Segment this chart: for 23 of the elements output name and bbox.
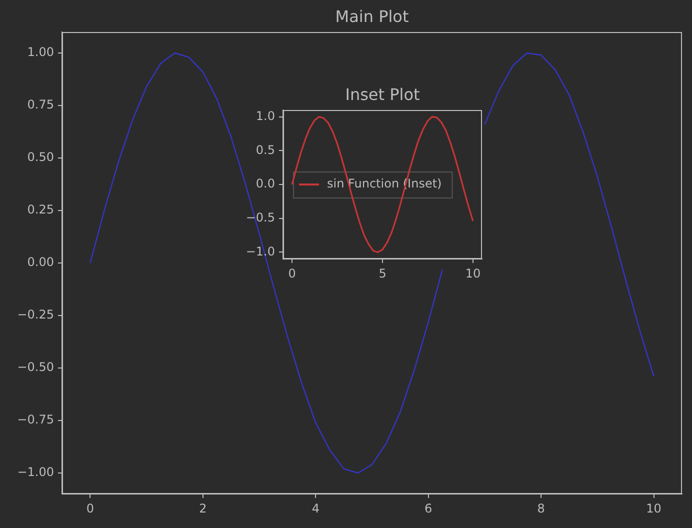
y-tick-label: 1.00: [27, 45, 54, 60]
y-tick-label: −1.00: [17, 465, 54, 480]
y-tick-label: −0.25: [17, 308, 54, 322]
x-tick-label: 0: [288, 266, 296, 280]
x-tick-label: 6: [424, 501, 432, 516]
y-tick-label: 0.50: [27, 150, 54, 164]
x-tick-label: 10: [646, 501, 662, 516]
x-tick-label: 5: [378, 266, 386, 280]
x-tick-label: 10: [465, 266, 481, 280]
y-tick-label: 0.25: [27, 202, 54, 217]
x-tick-label: 8: [537, 501, 545, 516]
chart-title: Main Plot: [335, 7, 409, 26]
y-tick-label: 0.5: [256, 142, 275, 157]
x-tick-label: 2: [199, 501, 207, 516]
y-tick-label: 1.0: [256, 108, 275, 123]
y-tick-label: −0.50: [17, 360, 54, 374]
y-tick-label: 0.0: [256, 176, 275, 191]
chart-title: Inset Plot: [345, 85, 420, 104]
y-tick-label: −0.75: [17, 412, 54, 427]
x-tick-label: 4: [312, 501, 320, 516]
y-tick-label: 0.75: [27, 98, 54, 112]
x-tick-label: 0: [86, 501, 94, 516]
y-tick-label: 0.00: [27, 255, 54, 270]
